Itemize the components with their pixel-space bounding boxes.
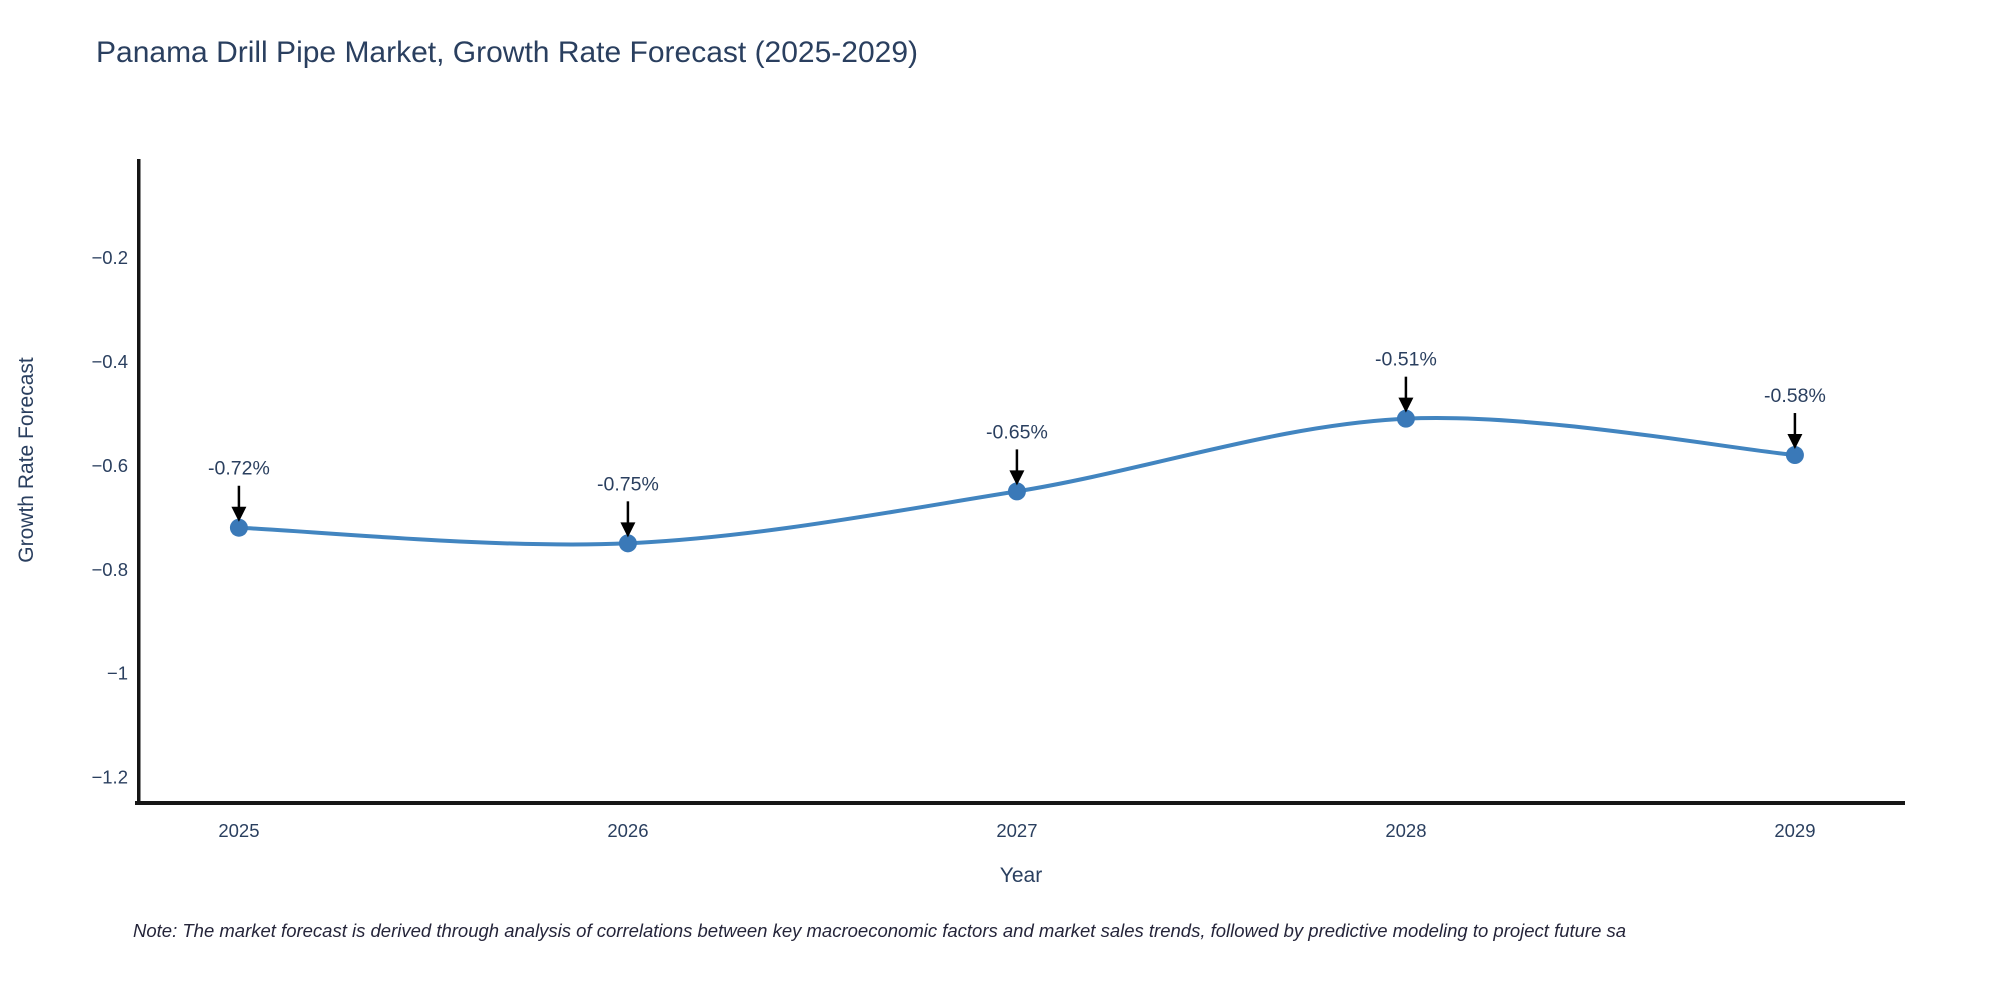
annotation-label-2026: -0.75% [597, 473, 659, 495]
chart-title: Panama Drill Pipe Market, Growth Rate Fo… [96, 36, 919, 69]
annotation-label-2029: -0.58% [1764, 385, 1826, 407]
data-point-2029[interactable] [1785, 446, 1804, 465]
x-tick-label: 2026 [607, 820, 648, 841]
data-point-2025[interactable] [229, 518, 248, 537]
annotation-label-2028: -0.51% [1375, 349, 1437, 371]
x-axis-title: Year [999, 864, 1043, 887]
y-tick-label: −0.8 [91, 559, 128, 580]
y-tick-label: −0.2 [91, 247, 128, 268]
annotation-label-2025: -0.72% [208, 458, 270, 480]
annotation-arrowhead [1398, 397, 1414, 413]
y-tick-label: −1 [107, 663, 128, 684]
annotation-label-2027: -0.65% [986, 421, 1048, 443]
footnote: Note: The market forecast is derived thr… [133, 920, 1627, 941]
annotation-arrowhead [1009, 470, 1025, 486]
annotation-arrowhead [1787, 434, 1803, 450]
y-tick-label: −1.2 [91, 767, 128, 788]
y-tick-label: −0.4 [91, 351, 128, 372]
y-tick-label: −0.6 [91, 455, 128, 476]
data-point-2028[interactable] [1396, 409, 1415, 428]
annotation-arrowhead [231, 506, 247, 522]
x-tick-label: 2025 [218, 820, 259, 841]
x-tick-label: 2028 [1385, 820, 1426, 841]
data-point-2026[interactable] [618, 534, 637, 553]
x-tick-label: 2027 [996, 820, 1037, 841]
data-point-2027[interactable] [1007, 482, 1026, 501]
annotation-arrowhead [620, 522, 636, 538]
x-tick-label: 2029 [1774, 820, 1815, 841]
